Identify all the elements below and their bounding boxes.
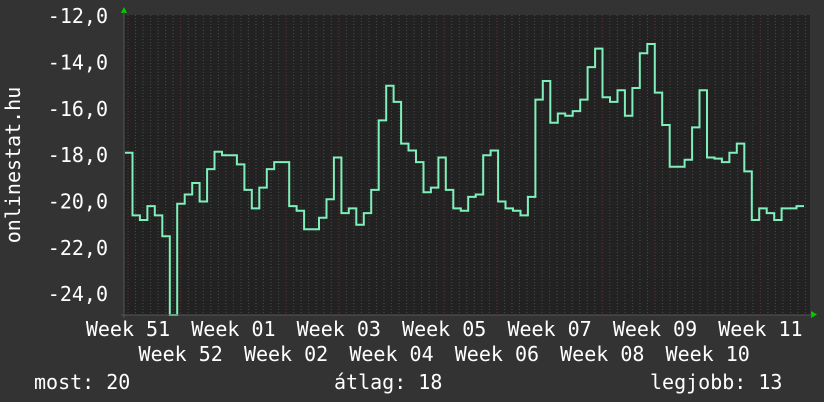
x-tick-label: Week 04: [349, 342, 433, 366]
y-tick-label: -12,0: [48, 4, 108, 28]
x-tick-label: Week 06: [455, 342, 539, 366]
series-line: [125, 43, 804, 316]
x-tick-label: Week 05: [402, 317, 486, 341]
x-tick-label: Week 51: [86, 317, 170, 341]
x-tick-label: Week 10: [666, 342, 750, 366]
y-tick-label: -14,0: [48, 50, 108, 74]
footer-best: legjobb: 13: [650, 370, 782, 394]
y-tick-label: -22,0: [48, 236, 108, 260]
y-tick-label: -24,0: [48, 282, 108, 306]
y-tick-labels: -12,0 -14,0 -16,0 -18,0 -20,0 -22,0 -24,0: [48, 4, 108, 306]
y-tick-label: -18,0: [48, 143, 108, 167]
footer-average: átlag: 18: [334, 370, 442, 394]
grid: [127, 15, 807, 315]
x-tick-label: Week 52: [139, 342, 223, 366]
y-axis-label: onlinestat.hu: [1, 87, 25, 244]
x-tick-label: Week 01: [191, 317, 275, 341]
x-tick-label: Week 07: [507, 317, 591, 341]
x-axis-arrow-icon: [811, 311, 817, 318]
x-tick-label: Week 02: [244, 342, 328, 366]
y-tick-label: -16,0: [48, 97, 108, 121]
x-tick-label: Week 09: [613, 317, 697, 341]
x-tick-label: Week 03: [297, 317, 381, 341]
x-tick-label: Week 08: [560, 342, 644, 366]
y-axis-arrow-icon: [121, 7, 127, 13]
footer-current: most: 20: [34, 370, 130, 394]
y-tick-label: -20,0: [48, 189, 108, 213]
x-tick-label: Week 11: [718, 317, 802, 341]
